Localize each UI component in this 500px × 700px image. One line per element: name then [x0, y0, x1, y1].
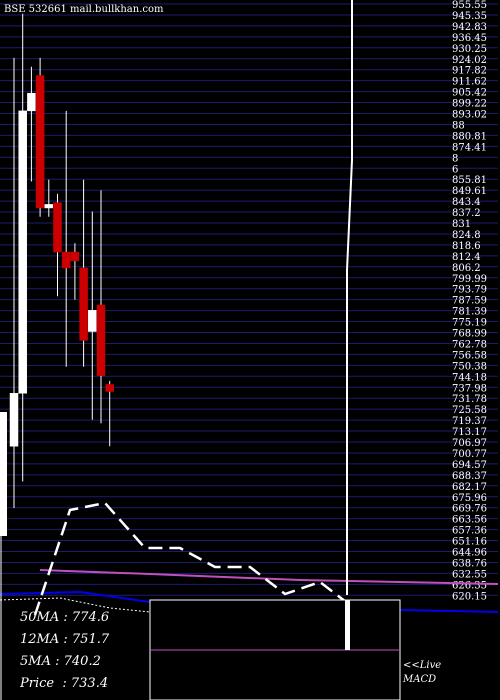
y-tick-label: 756.58: [452, 350, 487, 361]
ma-pink-line: [39, 569, 499, 585]
y-tick-label: 945.35: [452, 11, 487, 22]
y-tick-label: 750.38: [452, 361, 487, 372]
y-tick-label: 644.96: [452, 548, 487, 559]
y-tick-label: 737.98: [452, 383, 487, 394]
y-tick-label: 719.37: [452, 416, 487, 427]
macd-label: MACD: [403, 674, 437, 685]
ma-dotted-line: [0, 597, 151, 613]
y-tick-label: 924.02: [452, 55, 487, 66]
y-tick-label: 675.96: [452, 493, 487, 504]
y-tick-label: 8: [452, 153, 458, 164]
stat-ma50: 50MA : 774.6: [20, 610, 110, 625]
y-tick-label: 88: [452, 120, 465, 131]
y-tick-label: 682.17: [452, 482, 487, 493]
y-tick-label: 731.78: [452, 394, 487, 405]
y-tick-label: 713.17: [452, 427, 487, 438]
y-tick-label: 626.35: [452, 580, 487, 591]
price-grid: [0, 3, 498, 596]
candle-partial-left: [0, 412, 7, 536]
candle-down: [61, 251, 71, 269]
stat-ma12: 12MA : 751.7: [20, 632, 110, 647]
candles: [0, 13, 114, 700]
y-tick-label: 799.99: [452, 274, 487, 285]
candle-up: [18, 110, 27, 394]
candle-up: [9, 393, 19, 447]
live-label[interactable]: <<Live: [403, 660, 442, 671]
price-axis-ticks: 955.55945.35942.83936.45930.25924.02917.…: [452, 0, 487, 602]
stat-ma5: 5MA : 740.2: [20, 654, 101, 669]
stat-price: Price : 733.4: [20, 676, 109, 691]
y-tick-label: 620.15: [452, 591, 487, 602]
candle-up: [27, 92, 36, 112]
y-tick-label: 787.59: [452, 296, 487, 307]
macd-histogram-bar: [345, 600, 350, 650]
y-tick-label: 843.4: [452, 197, 481, 208]
candle-down: [70, 251, 80, 262]
y-tick-label: 694.57: [452, 460, 487, 471]
y-tick-label: 663.56: [452, 515, 487, 526]
y-tick-label: 855.81: [452, 175, 487, 186]
macd-vertical-line: [346, 0, 353, 595]
y-tick-label: 775.19: [452, 318, 487, 329]
y-tick-label: 831: [452, 219, 471, 230]
y-tick-label: 880.81: [452, 131, 487, 142]
y-tick-label: 6: [452, 164, 458, 175]
candle-up: [44, 204, 54, 209]
y-tick-label: 700.77: [452, 449, 487, 460]
y-tick-label: 824.8: [452, 230, 481, 241]
y-tick-label: 942.83: [452, 22, 487, 33]
watermark: BSE 532661 mail.bullkhan.com: [4, 4, 164, 15]
y-tick-label: 849.61: [452, 186, 487, 197]
y-tick-label: 818.6: [452, 241, 481, 252]
y-tick-label: 905.42: [452, 88, 487, 99]
y-tick-label: 806.2: [452, 263, 481, 274]
y-tick-label: 837.2: [452, 208, 481, 219]
y-tick-label: 781.39: [452, 307, 487, 318]
candle-down: [35, 75, 45, 209]
y-tick-label: 706.97: [452, 438, 487, 449]
candle-down: [105, 384, 114, 392]
candle-up: [88, 310, 97, 332]
y-tick-label: 911.62: [452, 77, 487, 88]
candle-down: [79, 267, 88, 341]
candle-down: [96, 304, 106, 376]
y-tick-label: 632.55: [452, 569, 487, 580]
y-tick-label: 793.79: [452, 285, 487, 296]
y-tick-label: 638.76: [452, 558, 487, 569]
y-tick-label: 936.45: [452, 33, 487, 44]
y-tick-label: 899.22: [452, 99, 487, 110]
macd-panel: [149, 0, 401, 700]
y-tick-label: 768.99: [452, 329, 487, 340]
y-tick-label: 893.02: [452, 110, 487, 121]
y-tick-label: 917.82: [452, 66, 487, 77]
y-tick-label: 744.18: [452, 372, 487, 383]
y-tick-label: 688.37: [452, 471, 487, 482]
y-tick-label: 762.78: [452, 339, 487, 350]
y-tick-label: 874.41: [452, 142, 487, 153]
candle-down: [53, 202, 62, 253]
y-tick-label: 812.4: [452, 252, 481, 263]
y-tick-label: 651.16: [452, 537, 487, 548]
y-tick-label: 930.25: [452, 44, 487, 55]
y-tick-label: 725.58: [452, 405, 487, 416]
y-tick-label: 955.55: [452, 0, 487, 11]
ma-dashed-line: [33, 501, 351, 616]
y-tick-label: 657.36: [452, 526, 487, 537]
moving-average-lines: [0, 501, 499, 616]
y-tick-label: 669.76: [452, 504, 487, 515]
